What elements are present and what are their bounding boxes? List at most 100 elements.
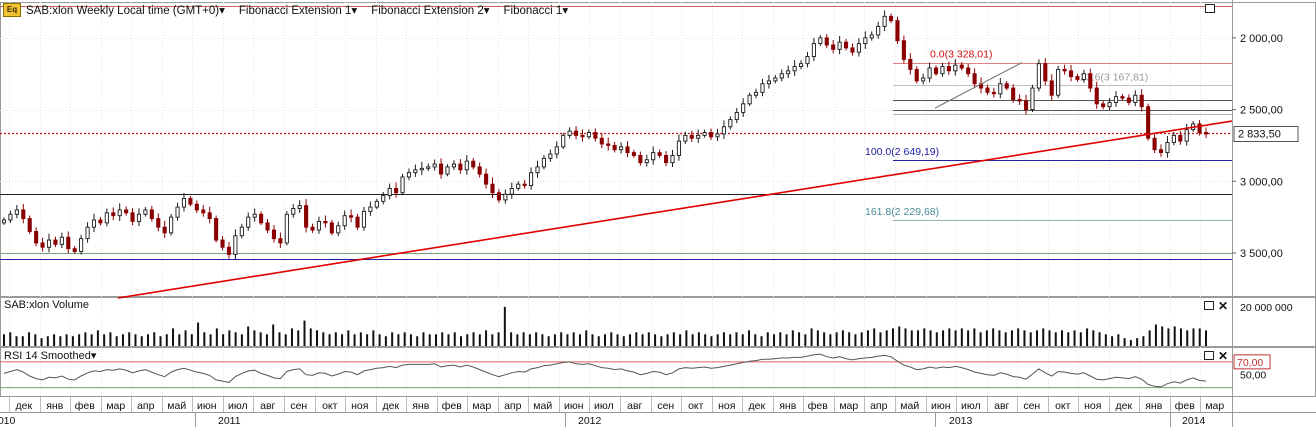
volume-bar — [272, 324, 275, 346]
close-icon: ✕ — [1218, 349, 1228, 363]
volume-bar — [240, 334, 243, 346]
volume-bar — [591, 334, 594, 346]
candle-body — [21, 209, 26, 220]
rsi-panel-dropdown[interactable]: RSI 14 Smoothed▾ — [4, 349, 96, 362]
candle-body — [998, 83, 1003, 95]
fibonacci-1-label: Fibonacci 1 — [503, 5, 563, 17]
month-tick-label: мар — [839, 400, 858, 412]
volume-bar — [610, 332, 613, 346]
candle-body — [104, 212, 109, 224]
volume-bar — [604, 334, 606, 346]
volume-bar — [735, 332, 738, 346]
volume-bar — [140, 336, 143, 346]
candle-body — [856, 43, 861, 53]
candle-body — [381, 195, 386, 202]
volume-bar — [1104, 334, 1107, 346]
candle-body — [451, 163, 456, 168]
volume-bar — [1079, 332, 1082, 346]
candle-body — [1017, 99, 1022, 102]
volume-bar — [391, 332, 394, 346]
volume-bar — [904, 328, 907, 346]
volume-bar — [1098, 332, 1101, 346]
candle-body — [1056, 68, 1061, 96]
volume-bar — [791, 330, 794, 346]
volume-bar — [898, 326, 901, 346]
volume-bar — [1117, 334, 1120, 346]
candle-body — [619, 146, 624, 151]
month-tick-label: окт — [322, 400, 338, 412]
volume-bar — [841, 330, 844, 346]
candle-body — [953, 64, 958, 72]
volume-bar — [184, 330, 187, 346]
month-tick-label: июн — [197, 400, 217, 412]
candle-body — [888, 15, 894, 22]
candle-body — [959, 64, 964, 69]
candle-body — [1043, 63, 1048, 82]
volume-bar — [804, 334, 807, 346]
volume-bar — [1142, 336, 1145, 346]
candle-body — [387, 187, 392, 197]
volume-bar — [341, 334, 344, 346]
month-tick-label: июн — [931, 400, 951, 412]
volume-bar — [741, 334, 744, 346]
candle-body — [599, 137, 604, 145]
volume-bar — [1092, 330, 1095, 346]
volume-bar — [729, 334, 732, 346]
candle-body — [400, 176, 405, 194]
volume-bar — [773, 334, 776, 346]
candle-body — [406, 172, 412, 178]
candle-body — [336, 225, 341, 234]
volume-bar — [378, 334, 381, 346]
volume-bar — [766, 332, 769, 346]
fibonacci-1-dropdown[interactable]: Fibonacci 1▾ — [504, 3, 569, 17]
volume-bar — [84, 332, 87, 346]
candle-body — [876, 25, 881, 36]
candle-body — [162, 226, 167, 234]
price-tick-label: 3 000,00 — [1240, 176, 1283, 188]
volume-bar — [190, 334, 193, 346]
fib-extension-1-dropdown[interactable]: Fibonacci Extension 1▾ — [239, 3, 357, 17]
candle-body — [361, 210, 367, 228]
candle-body — [66, 236, 71, 250]
volume-bar — [866, 330, 869, 346]
volume-bar — [34, 334, 37, 346]
month-tick-label: янв — [779, 400, 796, 412]
candle-body — [522, 183, 527, 187]
candle-body — [284, 213, 289, 244]
candle-body — [818, 37, 823, 45]
month-tick-label: фев — [1175, 400, 1195, 412]
candle-body — [805, 56, 810, 65]
volume-bar — [197, 322, 200, 346]
volume-bar — [28, 332, 31, 346]
candle-body — [1068, 70, 1074, 78]
axis-layer: 3 500,00 3 000,00 2 500,00 2 000,00 2 833,50… — [0, 4, 1316, 427]
candle-body — [252, 213, 257, 218]
volume-bar — [1154, 324, 1157, 346]
volume-bar — [1073, 330, 1076, 346]
volume-bar — [967, 330, 970, 346]
candle-body — [419, 167, 424, 171]
volume-bar — [1192, 328, 1195, 346]
candle-body — [676, 140, 681, 156]
candle-body — [374, 200, 379, 208]
month-tick-label: июл — [961, 400, 981, 412]
volume-bar — [973, 328, 976, 346]
fib-extension-2-dropdown[interactable]: Fibonacci Extension 2▾ — [371, 3, 489, 17]
candle-body — [156, 218, 161, 228]
month-tick-label: мар — [472, 400, 491, 412]
volume-bar — [629, 334, 632, 346]
symbol-dropdown[interactable]: SAB:xlon Weekly Local time (GMT+0)▾ — [26, 3, 225, 17]
candle-body — [638, 155, 643, 164]
candle-body — [766, 80, 771, 85]
volume-bar — [403, 332, 406, 346]
volume-bar — [359, 332, 362, 346]
price-tick-label: 2 000,00 — [1240, 33, 1283, 45]
month-tick-label: ноя — [718, 400, 735, 412]
volume-bar — [466, 334, 469, 346]
volume-bar — [1086, 328, 1089, 346]
year-tick-label: 2014 — [1182, 415, 1206, 427]
candle-body — [696, 134, 701, 139]
volume-bar — [1173, 326, 1176, 346]
volume-bar — [96, 330, 99, 346]
year-tick-label: 2013 — [949, 415, 973, 427]
